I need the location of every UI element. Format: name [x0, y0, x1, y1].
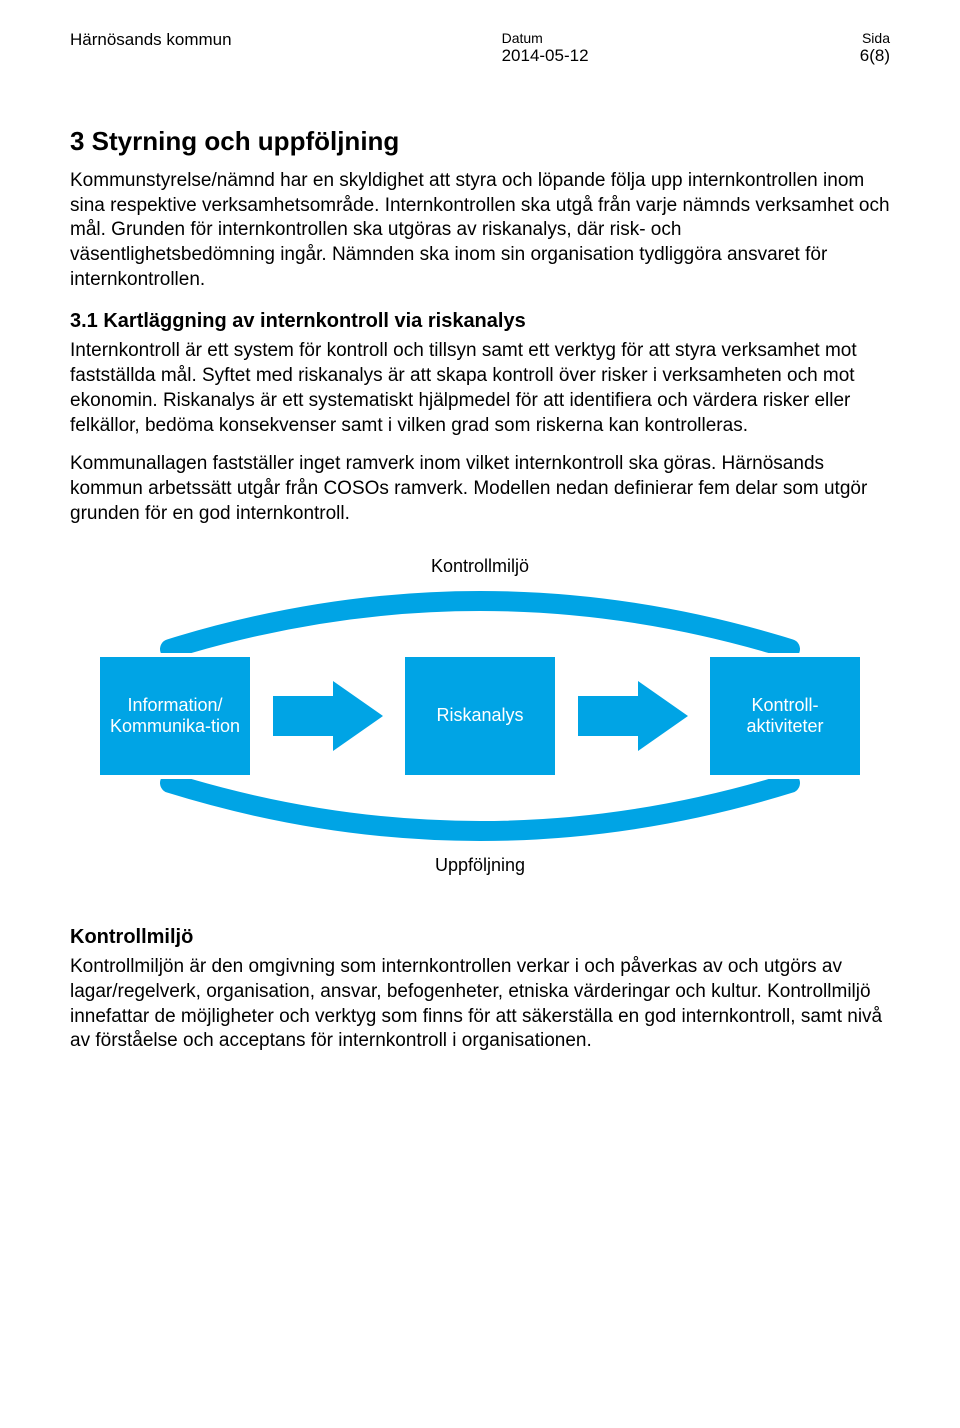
page-header: Härnösands kommun Datum 2014-05-12 Sida …	[70, 30, 890, 66]
diagram-box-kontrollaktiviteter: Kontroll-aktiviteter	[710, 657, 860, 775]
page-number: 6(8)	[761, 46, 890, 66]
arc-bottom	[130, 779, 830, 849]
section2-title: Kontrollmiljö	[70, 926, 890, 949]
section-title: 3 Styrning och uppföljning	[70, 126, 890, 157]
diagram-box-information: Information/ Kommunika-tion	[100, 657, 250, 775]
date-label: Datum	[502, 30, 761, 46]
section-p3: Kommunallagen fastställer inget ramverk …	[70, 452, 890, 526]
arrow-icon	[273, 681, 383, 751]
diagram-box-riskanalys: Riskanalys	[405, 657, 555, 775]
org-name: Härnösands kommun	[70, 30, 502, 50]
page-label: Sida	[761, 30, 890, 46]
arc-top	[130, 583, 830, 653]
subsection-title: 3.1 Kartläggning av internkontroll via r…	[70, 310, 890, 333]
date-value: 2014-05-12	[502, 46, 761, 66]
section-p2: Internkontroll är ett system för kontrol…	[70, 339, 890, 438]
section-p1: Kommunstyrelse/nämnd har en skyldighet a…	[70, 169, 890, 292]
arrow-icon	[578, 681, 688, 751]
diagram-bottom-label: Uppföljning	[100, 855, 860, 876]
diagram-top-label: Kontrollmiljö	[100, 556, 860, 577]
coso-diagram: Kontrollmiljö Information/ Kommunika-tio…	[100, 556, 860, 876]
section2-p1: Kontrollmiljön är den omgivning som inte…	[70, 955, 890, 1054]
